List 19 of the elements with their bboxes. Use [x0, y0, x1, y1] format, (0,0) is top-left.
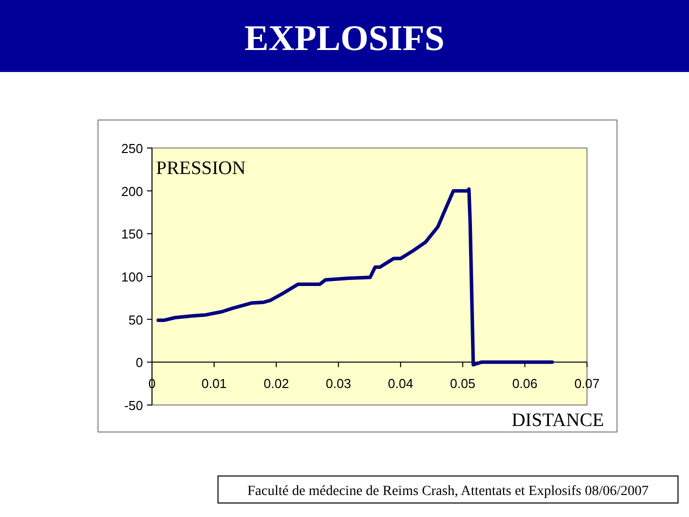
chart-title: EXPLOSIFS: [244, 18, 445, 58]
text: Faculté de médecine de Reims Crash, Attentats et Explosifs 08/06/2007: [247, 484, 649, 499]
y-tick-label: -50: [124, 398, 143, 413]
line-series: [156, 187, 554, 366]
x-tick-label: 0.04: [388, 376, 414, 392]
y-tick-label: 150: [121, 226, 143, 242]
x-tick-label: 0.05: [450, 376, 476, 392]
y-tick-label: 0: [136, 355, 143, 370]
y-tick-label: 100: [121, 270, 143, 284]
x-tick-label: 0.06: [512, 376, 538, 392]
x-tick-label: 0.02: [264, 376, 289, 392]
x-axis-title: DISTANCE: [512, 410, 604, 431]
y-tick-label: 250: [121, 141, 143, 156]
x-tick-label: 0.03: [326, 376, 352, 392]
y-tick-label: 200: [121, 184, 143, 199]
x-tick-label: 0.07: [574, 376, 600, 392]
x-tick-label: 0.01: [201, 376, 227, 392]
y-axis-title: PRESSION: [156, 158, 246, 179]
y-tick-label: 50: [128, 312, 143, 328]
